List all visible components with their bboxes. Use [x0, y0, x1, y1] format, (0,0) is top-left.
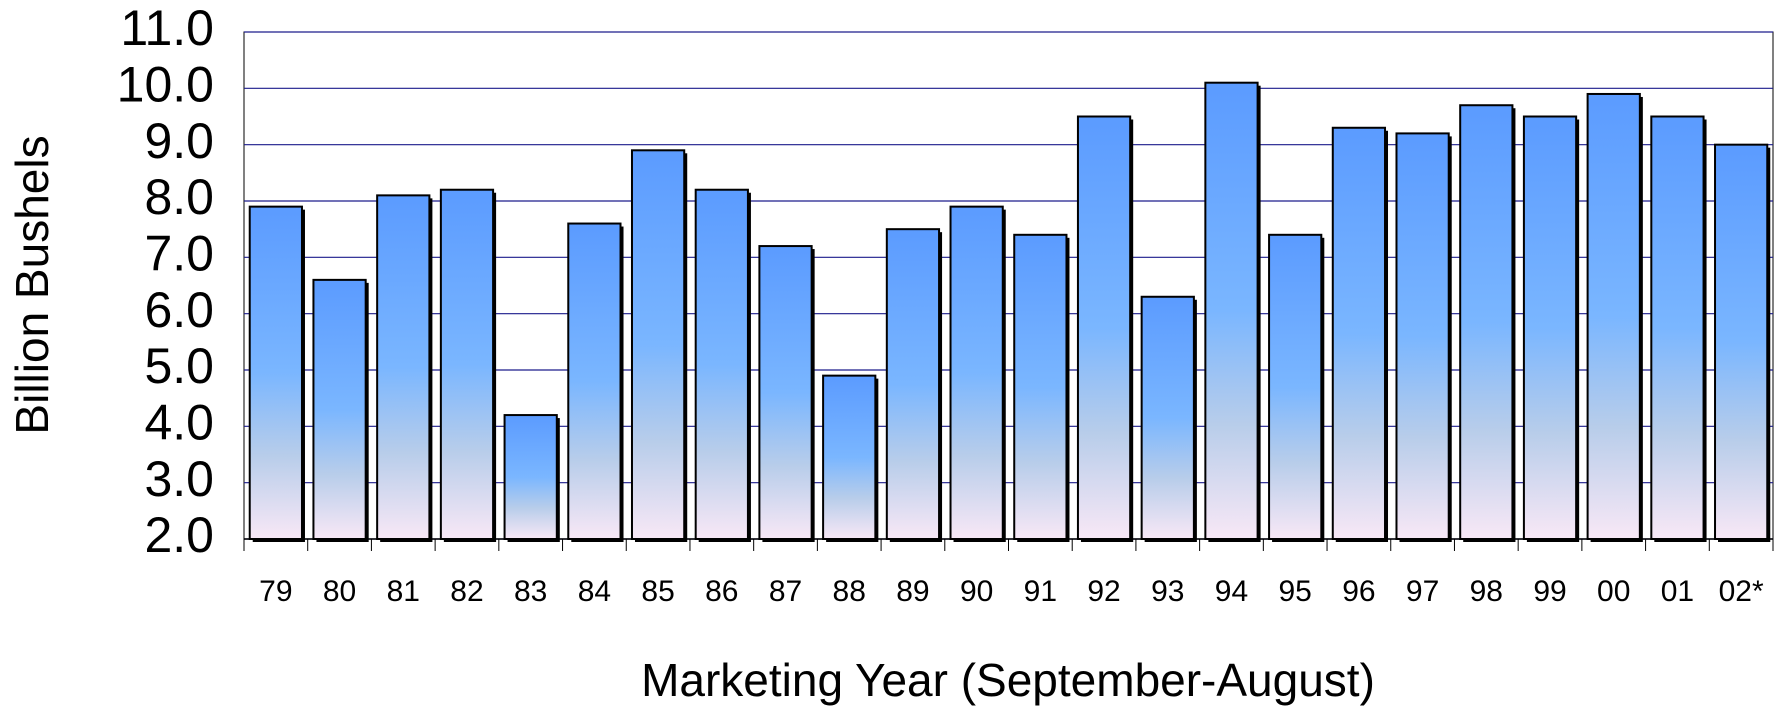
bar	[1076, 115, 1132, 540]
x-tick-label: 02*	[1719, 575, 1764, 608]
x-tick-label: 87	[769, 575, 802, 608]
bar	[1013, 233, 1068, 541]
bar	[1140, 295, 1195, 540]
bar	[1522, 115, 1578, 540]
x-axis-title: Marketing Year (September-August)	[641, 654, 1375, 706]
x-tick-label: 83	[514, 575, 547, 608]
bar	[1714, 143, 1769, 541]
x-tick-label: 85	[641, 575, 674, 608]
x-tick-label: 88	[833, 575, 866, 608]
y-tick-label: 6.0	[144, 282, 214, 338]
y-axis-title: Billion Bushels	[6, 135, 58, 434]
bar	[1204, 81, 1259, 540]
x-tick-label: 86	[705, 575, 738, 608]
x-tick-label: 81	[387, 575, 420, 608]
y-tick-label: 9.0	[144, 113, 214, 169]
y-tick-label: 7.0	[144, 226, 214, 282]
y-tick-label: 5.0	[144, 338, 214, 394]
x-tick-label: 89	[896, 575, 929, 608]
x-tick-label: 00	[1597, 575, 1630, 608]
bar	[376, 194, 431, 540]
y-tick-label: 4.0	[144, 395, 214, 451]
x-tick-label: 93	[1151, 575, 1184, 608]
x-tick-label: 80	[323, 575, 356, 608]
y-tick-label: 10.0	[117, 57, 214, 113]
bar	[248, 205, 303, 540]
x-tick-label: 96	[1342, 575, 1375, 608]
x-tick-label: 79	[259, 575, 292, 608]
x-tick-label: 94	[1215, 575, 1248, 608]
x-tick-label: 91	[1024, 575, 1057, 608]
bar	[949, 205, 1004, 540]
bar	[1331, 126, 1387, 541]
bar	[1459, 104, 1514, 540]
bar	[1586, 92, 1641, 540]
bar	[758, 245, 813, 540]
bar	[1395, 132, 1450, 540]
bar	[503, 414, 558, 541]
bar	[1650, 115, 1705, 540]
bar	[312, 278, 367, 540]
bar	[694, 188, 749, 540]
bar	[439, 188, 495, 540]
x-tick-label: 01	[1661, 575, 1694, 608]
bar	[885, 228, 941, 541]
bar	[630, 149, 686, 541]
bar	[567, 222, 622, 541]
x-tick-label: 95	[1279, 575, 1312, 608]
x-tick-label: 84	[578, 575, 611, 608]
y-tick-label: 3.0	[144, 451, 214, 507]
x-tick-label: 92	[1087, 575, 1120, 608]
y-tick-label: 2.0	[144, 507, 214, 563]
x-tick-label: 97	[1406, 575, 1439, 608]
bar	[822, 374, 877, 540]
x-tick-label: 98	[1470, 575, 1503, 608]
bar	[1268, 233, 1323, 541]
x-tick-label: 99	[1533, 575, 1566, 608]
y-tick-label: 8.0	[144, 169, 214, 225]
x-tick-label: 90	[960, 575, 993, 608]
y-tick-label: 11.0	[120, 0, 214, 56]
x-tick-label: 82	[450, 575, 483, 608]
